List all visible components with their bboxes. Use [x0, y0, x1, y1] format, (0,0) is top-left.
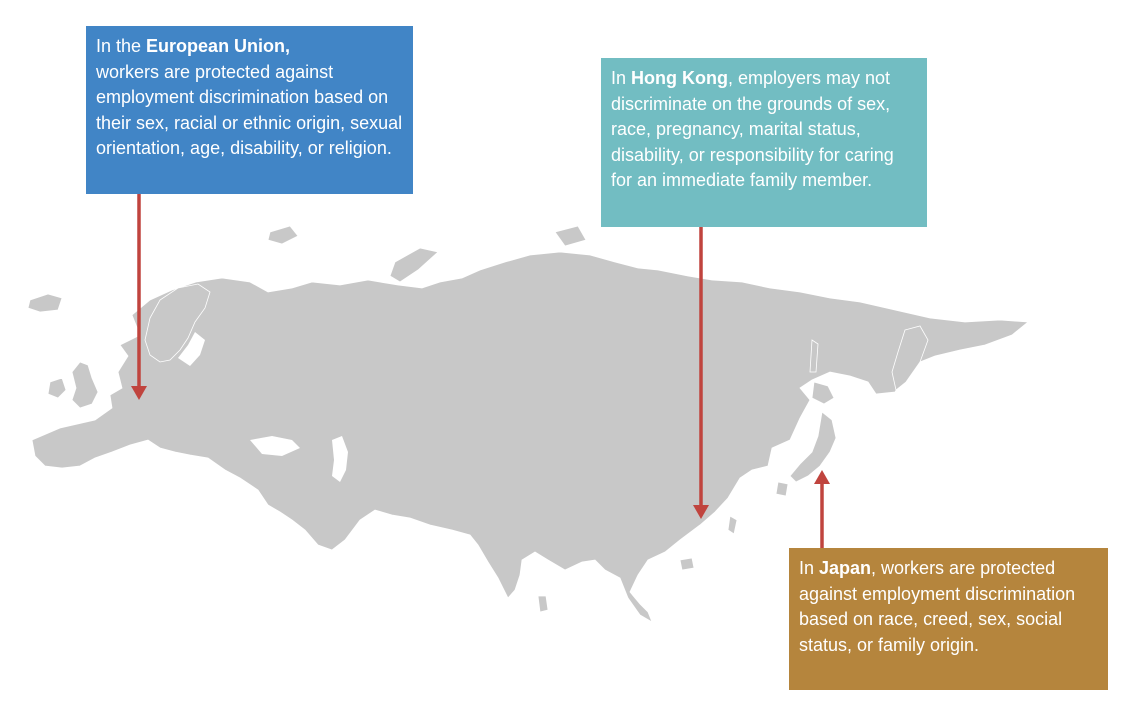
sri-lanka [537, 595, 549, 613]
hokkaido [811, 381, 835, 405]
jp-arrow-head [814, 470, 830, 484]
svalbard [267, 225, 299, 245]
hk-callout: In Hong Kong, employers may not discrimi… [601, 58, 927, 227]
pointer-arrows [131, 194, 830, 548]
eu-callout-prefix: In the [96, 36, 147, 56]
hk-arrow-head [693, 505, 709, 519]
jp-callout-highlight: Japan [819, 558, 872, 578]
taiwan [727, 515, 738, 535]
severnaya-zemlya [554, 225, 587, 247]
baltic-sea [178, 332, 205, 366]
hk-callout-highlight: Hong Kong [631, 68, 728, 88]
sakhalin [809, 339, 819, 373]
eu-arrow-head [131, 386, 147, 400]
jp-callout-prefix: In [799, 558, 820, 578]
hainan [679, 557, 695, 571]
mediterranean-sea [110, 458, 240, 478]
scandinavia [144, 283, 211, 363]
inland-seas [110, 332, 348, 482]
black-sea [250, 436, 300, 456]
hk-callout-text: , employers may not discriminate on the … [611, 68, 894, 190]
great-britain [71, 361, 99, 409]
caspian-sea [332, 436, 348, 482]
eu-callout-text: workers are protected against employment… [96, 61, 403, 159]
eu-callout-highlight: European Union, [146, 36, 291, 56]
iceland [27, 293, 63, 313]
honshu [789, 411, 837, 483]
kyushu [775, 481, 789, 497]
hk-callout-prefix: In [611, 68, 632, 88]
ireland [47, 377, 67, 399]
jp-callout: In Japan, workers are protected against … [789, 548, 1108, 690]
novaya-zemlya [389, 247, 439, 283]
eu-callout: In the European Union, workers are prote… [86, 26, 413, 194]
landmass [27, 225, 1030, 623]
jp-callout-text: , workers are protected against employme… [799, 558, 1076, 655]
kamchatka [891, 325, 929, 391]
eurasia-mainland [31, 251, 1030, 623]
